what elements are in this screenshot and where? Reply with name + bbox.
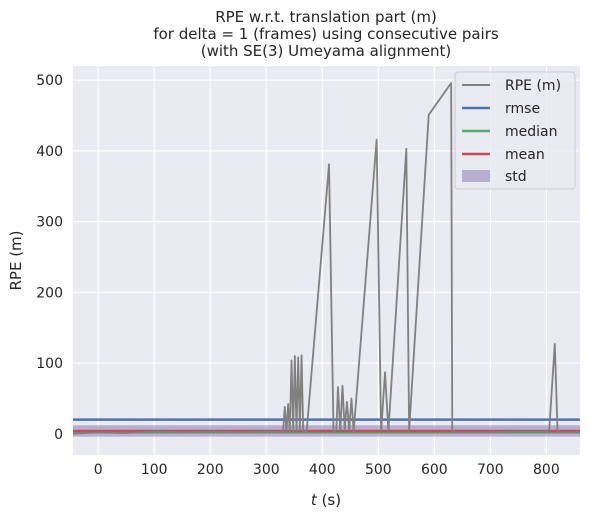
- series-layer: [73, 82, 580, 435]
- y-tick-label: 100: [36, 356, 63, 372]
- legend-box: [454, 71, 576, 190]
- legend-swatch-std: [462, 170, 490, 182]
- y-axis-label: RPE (m): [7, 230, 25, 290]
- legend-label-std: std: [505, 169, 527, 185]
- title-line-3: (with SE(3) Umeyama alignment): [201, 42, 452, 60]
- y-tick-label: 400: [36, 144, 63, 160]
- x-tick-label: 100: [141, 462, 168, 478]
- legend-label-mean: mean: [505, 147, 545, 163]
- y-tick-label: 300: [36, 215, 63, 231]
- x-tick-label: 800: [533, 462, 560, 478]
- x-tick-label: 0: [94, 462, 103, 478]
- y-tick-labels: 0 100 200 300 400 500: [36, 73, 63, 443]
- y-tick-label: 0: [54, 427, 63, 443]
- y-tick-label: 200: [36, 285, 63, 301]
- x-tick-labels: 0 100 200 300 400 500 600 700 800: [94, 462, 560, 478]
- x-axis-label-unit: (s): [317, 491, 341, 509]
- x-tick-label: 400: [309, 462, 336, 478]
- legend-label-median: median: [505, 124, 557, 140]
- x-axis-label: t (s): [311, 491, 341, 509]
- rpe-series-line: [73, 82, 580, 435]
- x-axis-label-var: t: [311, 491, 318, 509]
- x-tick-label: 300: [253, 462, 280, 478]
- x-tick-label: 700: [477, 462, 504, 478]
- title-line-1: RPE w.r.t. translation part (m): [215, 8, 437, 26]
- title-line-2: for delta = 1 (frames) using consecutive…: [153, 25, 499, 43]
- chart-title: RPE w.r.t. translation part (m) for delt…: [153, 8, 499, 60]
- legend: RPE (m) rmse median mean std: [454, 71, 576, 190]
- x-tick-label: 500: [365, 462, 392, 478]
- y-tick-label: 500: [36, 73, 63, 89]
- x-tick-label: 200: [197, 462, 224, 478]
- legend-label-rpe: RPE (m): [505, 78, 561, 94]
- x-tick-label: 600: [421, 462, 448, 478]
- legend-label-rmse: rmse: [505, 101, 540, 117]
